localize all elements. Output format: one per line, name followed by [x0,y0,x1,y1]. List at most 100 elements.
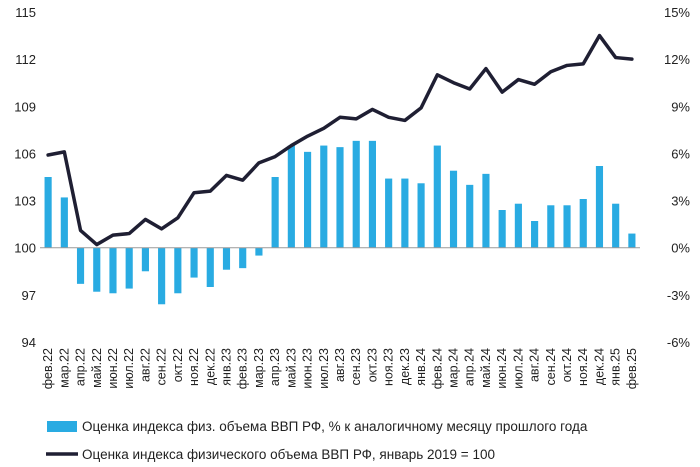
x-tick-label: июн.22 [106,348,120,389]
y-right-tick-label: 15% [664,5,690,20]
y-right-tick-label: -3% [667,288,691,303]
line-point [533,83,536,86]
bar [514,203,522,248]
line-point [322,127,325,130]
x-tick-label: авг.24 [528,348,542,382]
x-tick-label: июл.23 [317,348,331,389]
x-tick-label: мар.23 [252,348,266,388]
line-point [79,229,82,232]
bar [612,203,620,248]
bar [174,247,182,294]
y-left-tick-label: 115 [15,5,36,20]
x-tick-label: май.23 [284,348,298,388]
bar [222,247,231,270]
bar [595,166,604,248]
line-point [501,91,503,93]
line-point [128,232,130,235]
bar [628,233,636,248]
bar-series [44,140,636,305]
bar [271,177,279,248]
line-point [566,64,568,67]
bar [125,247,133,289]
x-tick-label: май.22 [90,348,104,388]
bar [206,247,214,287]
y-right-tick-label: 12% [664,52,690,67]
bar [547,205,555,248]
bar [76,247,85,284]
bar [287,145,295,248]
bar [385,178,393,248]
y-left-tick-label: 112 [15,52,36,67]
line-point [436,74,439,76]
x-axis: фев.22 мар.22 апр.22 май.22 июн.22 июл.22 авг.… [41,348,639,389]
x-tick-label: фев.22 [41,348,55,389]
x-tick-label: апр.24 [463,348,477,386]
x-tick-label: сен.24 [544,348,558,386]
y-left-tick-label: 103 [14,194,36,209]
bar [482,173,490,248]
line-point [468,88,471,90]
x-tick-label: фев.25 [625,348,639,389]
x-tick-label: окт.22 [171,348,185,382]
x-tick-label: янв.23 [219,348,233,386]
line-point [582,63,585,65]
bar [433,145,441,248]
line-point [209,190,212,192]
line-point [258,162,260,164]
line-point [485,67,487,70]
legend-bar-swatch [47,421,77,432]
line-point [63,151,66,153]
x-tick-label: дек.22 [203,348,217,385]
line-point [387,116,390,119]
x-tick-label: дек.23 [398,348,412,385]
x-tick-label: июл.22 [122,348,136,389]
x-tick-label: окт.24 [560,348,574,382]
line-point [355,118,358,120]
y-left-tick-label: 106 [14,146,36,161]
line-point [339,116,341,119]
line-point [614,56,617,59]
line-point [95,243,98,246]
x-tick-label: мар.24 [447,348,461,388]
x-tick-label: фев.23 [236,348,250,389]
bar [401,178,409,248]
x-tick-label: авг.22 [138,348,152,382]
bar [417,183,425,248]
line-point [306,135,309,137]
line-point [420,107,422,109]
line-point [47,154,49,156]
bar [60,197,68,248]
bar [239,247,247,269]
y-right-tick-label: 3% [671,194,690,209]
x-tick-label: июл.24 [511,348,525,389]
x-tick-label: апр.23 [268,348,282,386]
line-point [112,234,114,236]
y-right-tick-label: 0% [671,241,690,256]
bar [320,145,328,248]
bar [44,177,52,248]
legend: Оценка индекса физ. объема ВВП РФ, % к а… [46,419,588,462]
y-left-tick-label: 97 [22,288,36,303]
x-tick-label: фев.24 [430,348,444,389]
x-tick-label: сен.22 [155,348,169,386]
y-right-tick-label: 6% [671,146,690,161]
line-point [290,144,293,147]
bar [449,170,458,248]
line-series [46,33,634,247]
x-tick-label: янв.25 [609,348,623,386]
y-right-tick-label: 9% [671,99,690,114]
line-point [371,108,374,111]
bar [304,151,312,248]
line-point [160,228,163,230]
bar [368,140,376,248]
line-point [598,34,601,37]
x-tick-label: сен.23 [349,348,363,386]
x-tick-label: июн.23 [301,348,315,389]
line-point [274,155,276,158]
x-tick-label: ноя.23 [382,348,396,386]
line-point [177,217,179,219]
bar [93,247,101,292]
x-tick-label: дек.24 [592,348,606,385]
bar [158,247,166,305]
